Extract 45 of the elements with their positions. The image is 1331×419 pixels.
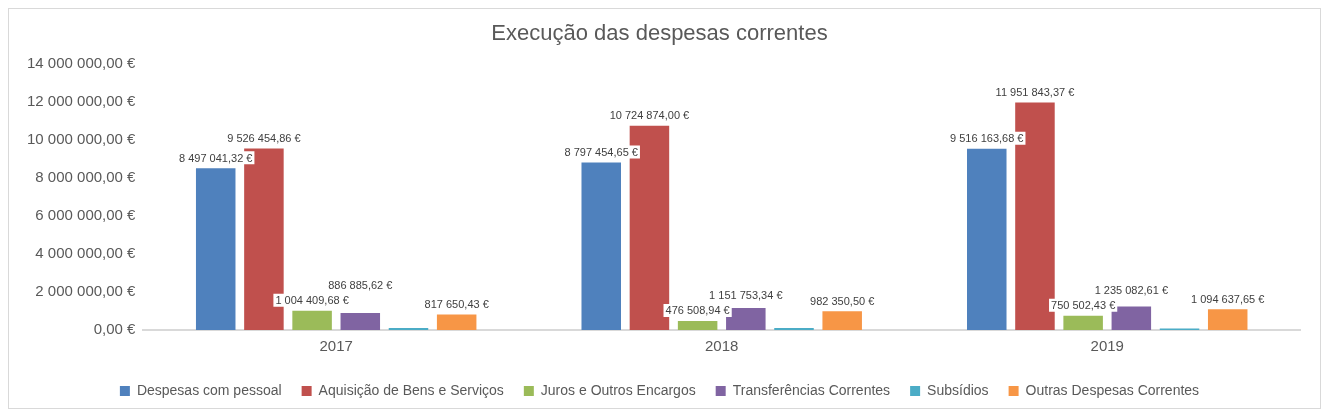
data-label: 817 650,43 € bbox=[424, 297, 489, 310]
y-tick-label: 12 000 000,00 € bbox=[27, 91, 137, 109]
bar bbox=[340, 313, 381, 330]
data-label: 1 235 082,61 € bbox=[1094, 284, 1169, 297]
data-label: 982 350,50 € bbox=[810, 294, 875, 307]
y-tick-label: 0,00 € bbox=[93, 320, 137, 338]
data-label: 8 497 041,32 € bbox=[179, 151, 253, 164]
data-label: 9 516 163,68 € bbox=[950, 132, 1024, 145]
bar bbox=[1063, 315, 1103, 330]
bar bbox=[292, 310, 332, 330]
bar bbox=[1207, 309, 1248, 330]
x-tick-label: 2018 bbox=[705, 337, 739, 355]
legend-label: Outras Despesas Correntes bbox=[1025, 381, 1200, 398]
legend-label: Juros e Outros Encargos bbox=[540, 381, 696, 398]
y-tick-label: 4 000 000,00 € bbox=[35, 243, 137, 261]
data-label: 10 724 874,00 € bbox=[609, 109, 690, 122]
bar bbox=[726, 308, 766, 330]
data-label: 886 885,62 € bbox=[328, 279, 393, 292]
y-tick-label: 2 000 000,00 € bbox=[35, 282, 137, 300]
legend-label: Subsídios bbox=[927, 381, 989, 398]
y-tick-label: 14 000 000,00 € bbox=[27, 53, 137, 71]
legend-label: Aquisição de Bens e Serviços bbox=[318, 381, 504, 398]
bar bbox=[244, 148, 284, 330]
x-tick-label: 2019 bbox=[1090, 337, 1124, 355]
y-tick-label: 8 000 000,00 € bbox=[35, 167, 137, 185]
y-tick-label: 6 000 000,00 € bbox=[35, 205, 137, 223]
data-label: 1 094 637,65 € bbox=[1191, 292, 1265, 305]
data-label: 8 797 454,65 € bbox=[564, 146, 638, 158]
data-label: 476 508,94 € bbox=[665, 304, 730, 317]
chart-title: Execução das despesas correntes bbox=[491, 20, 828, 46]
bar bbox=[822, 311, 862, 330]
data-label: 1 151 753,34 € bbox=[709, 289, 783, 302]
data-label: 11 951 843,37 € bbox=[995, 85, 1075, 98]
bar bbox=[436, 314, 477, 330]
bar bbox=[581, 162, 621, 330]
legend-label: Despesas com pessoal bbox=[136, 381, 282, 398]
x-tick-label: 2017 bbox=[319, 337, 353, 355]
data-label: 750 502,43 € bbox=[1051, 299, 1116, 312]
bar bbox=[677, 320, 718, 330]
data-label: 1 004 409,68 € bbox=[275, 294, 349, 307]
data-label: 9 526 454,86 € bbox=[227, 132, 301, 145]
y-tick-label: 10 000 000,00 € bbox=[27, 129, 137, 147]
bar bbox=[195, 168, 236, 330]
bar bbox=[967, 148, 1007, 330]
legend-label: Transferências Correntes bbox=[732, 381, 891, 398]
